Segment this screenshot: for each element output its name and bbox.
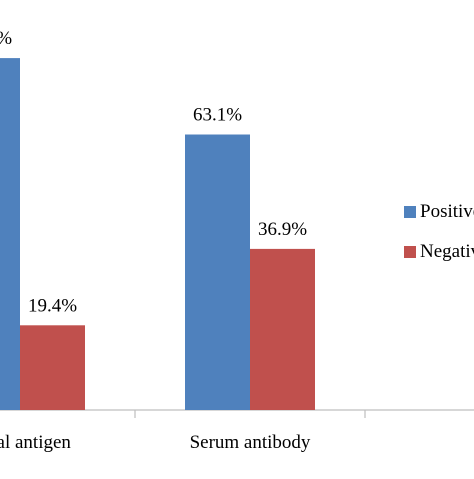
x-tick-label-2: Serum antibody: [190, 432, 311, 453]
legend: Positive Negative: [404, 201, 474, 262]
data-label-negative-2: 36.9%: [258, 219, 307, 240]
legend-label-positive: Positive: [420, 201, 474, 222]
data-label-positive-1: 80.6%: [0, 28, 12, 49]
legend-swatch-negative: [404, 246, 416, 258]
plot-area: 80.6% 63.1% 19.4% 36.9% Fecal antigen Serum a…: [0, 28, 474, 453]
x-tick-label-1: Fecal antigen: [0, 432, 71, 453]
bar-positive-1: [0, 58, 20, 410]
data-label-positive-2: 63.1%: [193, 105, 242, 126]
legend-swatch-positive: [404, 206, 416, 218]
legend-label-negative: Negative: [420, 241, 474, 262]
bar-negative-1: [20, 325, 85, 410]
data-label-negative-1: 19.4%: [28, 295, 77, 316]
bar-positive-2: [185, 134, 250, 410]
bar-negative-2: [250, 248, 315, 410]
